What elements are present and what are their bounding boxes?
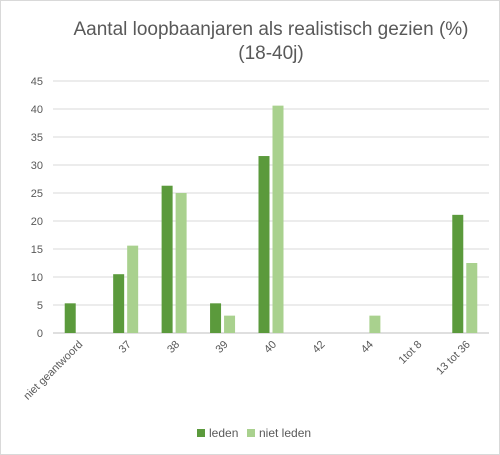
x-tick-label: 13 tot 36 [434,339,473,378]
y-tick-label: 30 [31,160,43,172]
bar-leden [64,303,76,333]
x-tick-label: 1tot 8 [397,339,425,367]
bar-niet-leden [127,245,139,333]
bar-niet-leden [272,105,284,333]
y-tick-label: 35 [31,132,43,144]
y-tick-label: 15 [31,244,43,256]
bar-niet-leden [224,315,236,333]
y-tick-label: 45 [31,76,43,88]
legend-swatch [247,429,255,437]
y-tick-label: 10 [31,272,43,284]
x-tick-label: 42 [310,339,327,356]
chart-subtitle: (18-40j) [238,43,304,64]
bar-leden [210,303,222,333]
y-tick-label: 0 [37,328,43,340]
y-tick-label: 40 [31,104,43,116]
x-tick-label: 40 [262,339,279,356]
legend-swatch [197,429,205,437]
chart-title: Aantal loopbaanjaren als realistisch gez… [73,19,469,40]
bar-niet-leden [175,193,187,333]
bar-leden [161,185,173,333]
y-tick-label: 5 [37,300,43,312]
y-tick-label: 20 [31,216,43,228]
bar-niet-leden [369,315,381,333]
bar-leden [452,214,464,333]
x-tick-label: niet geantwoord [22,339,86,403]
x-tick-label: 37 [117,339,134,356]
x-tick-label: 44 [359,339,376,356]
legend-label: niet leden [259,426,311,440]
legend-label: leden [209,426,238,440]
y-tick-label: 25 [31,188,43,200]
bar-leden [258,156,270,333]
bar-niet-leden [466,263,478,333]
x-tick-label: 39 [214,339,231,356]
bar-leden [113,274,125,333]
x-tick-label: 38 [165,339,182,356]
